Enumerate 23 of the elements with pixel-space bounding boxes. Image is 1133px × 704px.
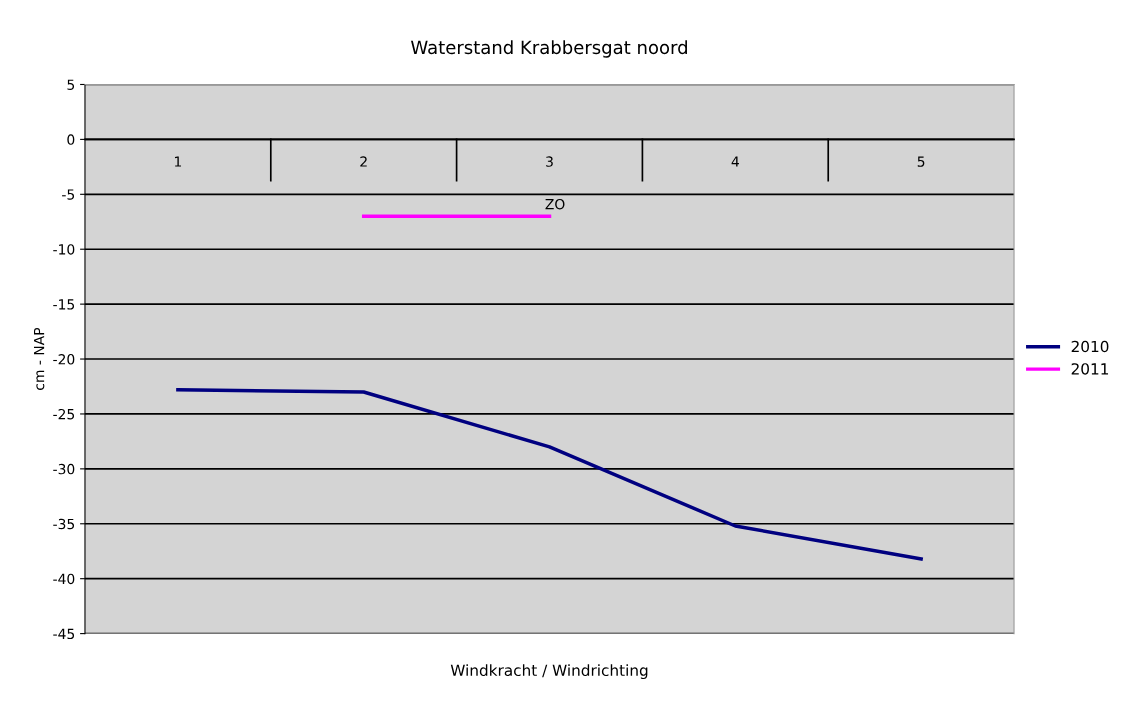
- x-tick-label: 5: [917, 156, 925, 167]
- annotation: ZO: [545, 198, 565, 210]
- x-tick-label: 2: [360, 156, 367, 167]
- y-tick-label: -5: [62, 189, 75, 200]
- y-tick-label: -25: [53, 408, 75, 420]
- legend-label: 2011: [1071, 363, 1109, 375]
- chart-title: Waterstand Krabbersgat noord: [411, 40, 687, 58]
- x-tick-label: 3: [546, 156, 553, 167]
- y-tick-label: 0: [67, 134, 75, 145]
- x-tick-label: 1: [174, 156, 182, 167]
- y-tick-label: -35: [53, 518, 75, 530]
- line-series: [176, 388, 923, 561]
- x-axis-title: Windkracht / Windrichting: [450, 664, 648, 680]
- y-tick-label: 5: [67, 79, 75, 90]
- y-tick-label: -20: [53, 354, 75, 365]
- y-tick-label: -40: [53, 573, 75, 585]
- y-tick-label: -15: [53, 299, 75, 310]
- y-axis-title: cm - NAP: [34, 327, 45, 390]
- legend-label: 2010: [1071, 340, 1109, 353]
- y-tick-label: -30: [53, 463, 75, 475]
- y-tick-label: -10: [53, 244, 75, 255]
- y-tick-label: -45: [53, 628, 75, 640]
- x-tick-label: 4: [731, 156, 739, 167]
